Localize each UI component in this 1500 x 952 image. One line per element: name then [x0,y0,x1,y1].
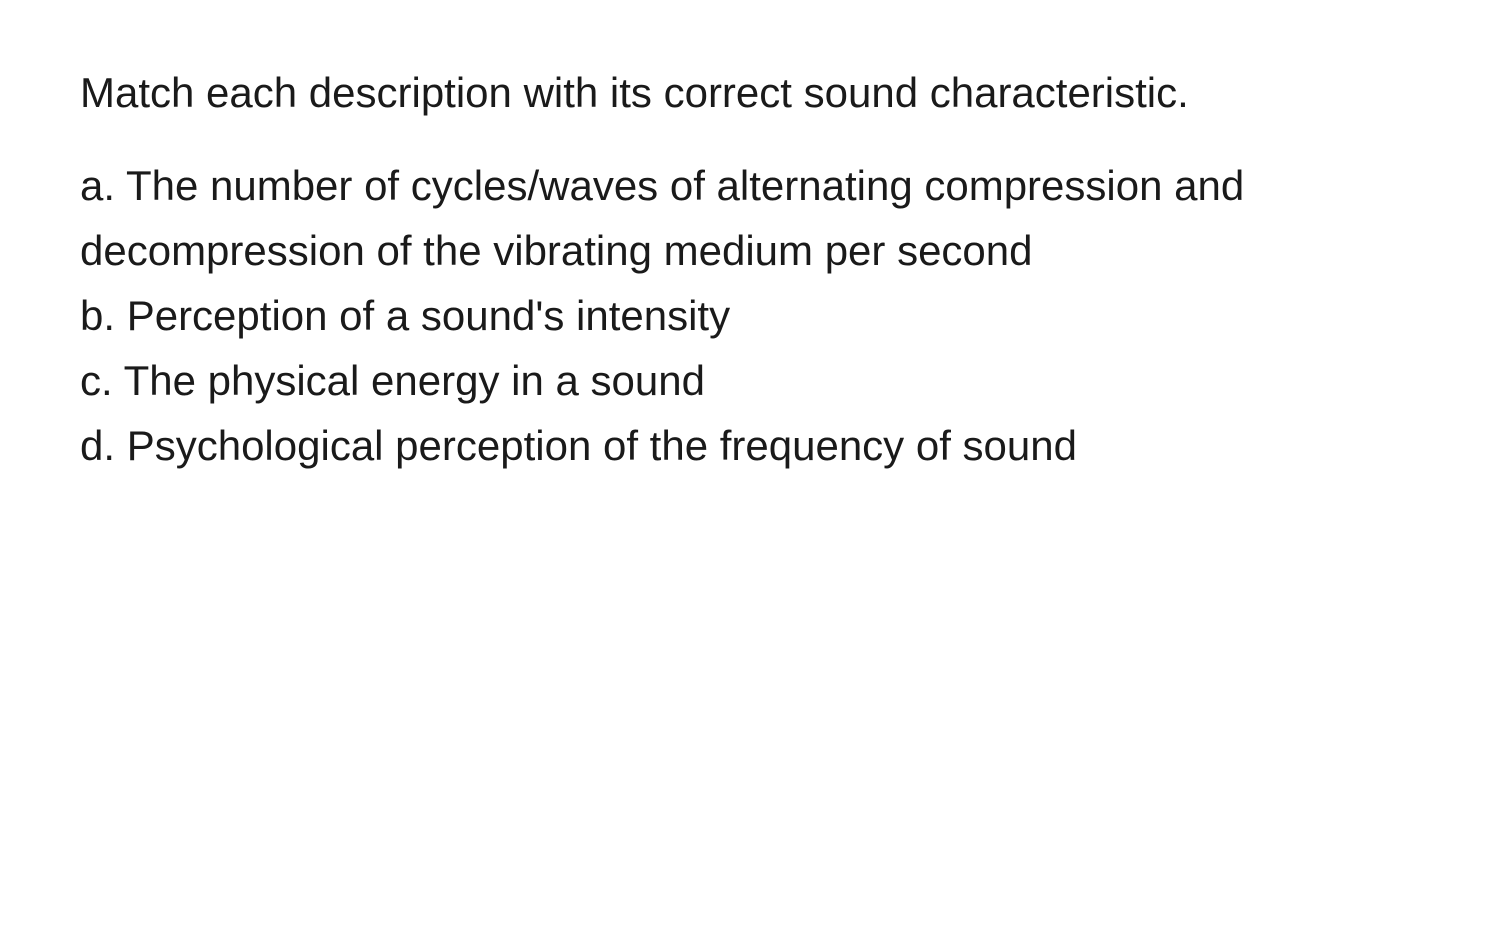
option-d-label: d. [80,422,115,469]
option-d: d. Psychological perception of the frequ… [80,413,1420,478]
option-b-text: Perception of a sound's intensity [127,292,730,339]
option-c: c. The physical energy in a sound [80,348,1420,413]
option-d-text: Psychological perception of the frequenc… [127,422,1077,469]
question-intro: Match each description with its correct … [80,60,1420,125]
option-a-label: a. [80,162,115,209]
option-a-text: The number of cycles/waves of alternatin… [80,162,1244,274]
option-b: b. Perception of a sound's intensity [80,283,1420,348]
option-c-label: c. [80,357,113,404]
option-c-text: The physical energy in a sound [124,357,705,404]
option-a: a. The number of cycles/waves of alterna… [80,153,1420,283]
option-b-label: b. [80,292,115,339]
question-content: Match each description with its correct … [80,60,1420,479]
